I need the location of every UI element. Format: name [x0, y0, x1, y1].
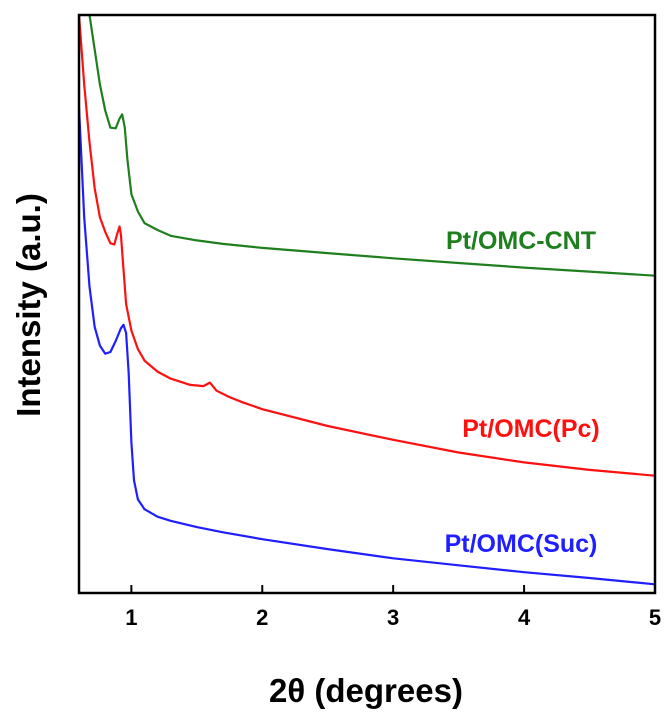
x-axis: 1 2 3 4 5 [125, 585, 661, 630]
series-labels: Pt/OMC-CNT Pt/OMC(Pc) Pt/OMC(Suc) [445, 227, 600, 558]
x-axis-title: 2θ (degrees) [269, 672, 463, 709]
x-tick-label-0: 1 [125, 605, 137, 630]
series-line-0 [88, 14, 656, 277]
x-tick-label-1: 2 [256, 605, 268, 630]
series-label-0: Pt/OMC-CNT [446, 227, 596, 255]
plot-area [77, 14, 656, 586]
series-line-2 [77, 107, 656, 586]
series-line-1 [77, 14, 656, 477]
series-label-1: Pt/OMC(Pc) [462, 415, 600, 443]
series-label-2: Pt/OMC(Suc) [445, 530, 598, 558]
y-axis-title: Intensity (a.u.) [10, 193, 47, 417]
x-tick-label-2: 3 [387, 605, 399, 630]
x-tick-label-3: 4 [518, 605, 531, 630]
plot-frame [77, 13, 657, 595]
x-tick-label-4: 5 [649, 605, 661, 630]
